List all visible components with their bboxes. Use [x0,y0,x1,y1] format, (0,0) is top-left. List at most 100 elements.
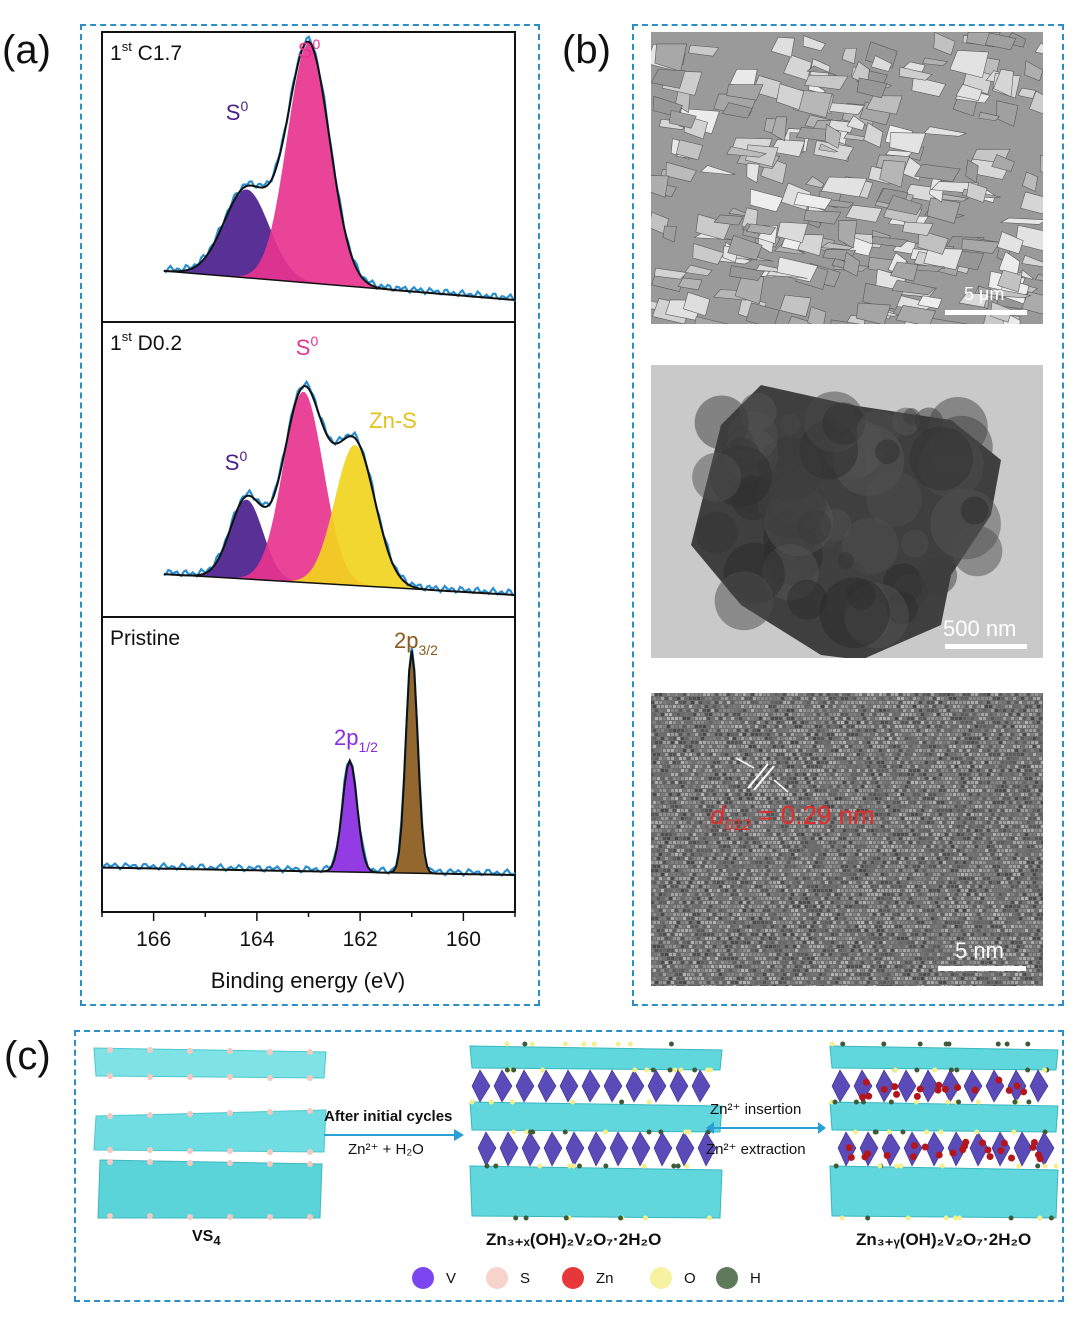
hrtem-lattice-dot [993,857,996,860]
hrtem-lattice-dot [871,797,874,800]
hrtem-lattice-dot [691,749,694,752]
hrtem-lattice-dot [1023,781,1026,784]
hrtem-lattice-dot [833,729,836,732]
hrtem-lattice-dot [793,833,796,836]
hrtem-lattice-dot [671,797,674,800]
hrtem-lattice-dot [823,733,826,736]
hrtem-lattice-dot [651,733,654,736]
hrtem-lattice-dot [963,781,966,784]
hrtem-lattice-dot [689,857,692,860]
hrtem-lattice-dot [729,833,732,836]
hrtem-lattice-dot [879,869,882,872]
hrtem-lattice-dot [779,693,782,696]
hrtem-lattice-dot [665,729,668,732]
hrtem-lattice-dot [741,825,744,828]
hrtem-lattice-dot [1027,821,1030,824]
hrtem-lattice-dot [819,725,822,728]
hrtem-lattice-dot [761,833,764,836]
hrtem-lattice-dot [861,705,864,708]
hrtem-lattice-dot [855,717,858,720]
hrtem-lattice-dot [997,705,1000,708]
hrtem-lattice-dot [659,693,662,696]
sem-flake [988,288,1032,299]
hrtem-lattice-dot [1033,793,1036,796]
hrtem-lattice-dot [963,757,966,760]
hrtem-lattice-dot [985,761,988,764]
hrtem-lattice-dot [973,713,976,716]
hrtem-lattice-dot [715,861,718,864]
hrtem-lattice-dot [875,813,878,816]
hrtem-lattice-dot [683,717,686,720]
hrtem-lattice-dot [971,765,974,768]
hrtem-lattice-dot [971,797,974,800]
hrtem-lattice-dot [1007,845,1010,848]
hrtem-lattice-dot [995,725,998,728]
hrtem-lattice-dot [829,729,832,732]
hrtem-lattice-dot [651,837,654,840]
hrtem-lattice-dot [903,701,906,704]
hrtem-lattice-dot [875,789,878,792]
hrtem-lattice-dot [811,789,814,792]
hrtem-lattice-dot [691,861,694,864]
hrtem-lattice-dot [813,785,816,788]
hrtem-lattice-dot [691,741,694,744]
hrtem-lattice-dot [861,817,864,820]
hrtem-lattice-dot [661,785,664,788]
hrtem-lattice-dot [799,869,802,872]
hrtem-lattice-dot [925,753,928,756]
hrtem-lattice-dot [699,725,702,728]
hrtem-lattice-dot [889,745,892,748]
hrtem-lattice-dot [801,785,804,788]
hrtem-lattice-dot [975,845,978,848]
hrtem-lattice-dot [997,761,1000,764]
hrtem-lattice-dot [667,877,670,880]
hrtem-lattice-dot [729,873,732,876]
hrtem-lattice-dot [855,821,858,824]
hrtem-lattice-dot [869,841,872,844]
hrtem-lattice-dot [865,865,868,868]
hrtem-lattice-dot [749,769,752,772]
hrtem-lattice-dot [987,829,990,832]
hrtem-lattice-dot [865,801,868,804]
hrtem-lattice-dot [1025,849,1028,852]
hrtem-lattice-dot [689,697,692,700]
hrtem-lattice-dot [747,813,750,816]
hrtem-lattice-dot [1013,785,1016,788]
hrtem-lattice-dot [921,801,924,804]
hrtem-lattice-dot [909,801,912,804]
hrtem-lattice-dot [685,793,688,796]
hrtem-lattice-dot [985,721,988,724]
hrtem-lattice-dot [851,709,854,712]
hrtem-lattice-dot [809,697,812,700]
hrtem-lattice-dot [961,809,964,812]
hrtem-lattice-dot [1007,757,1010,760]
hrtem-lattice-dot [797,865,800,868]
hrtem-lattice-dot [919,765,922,768]
hrtem-lattice-dot [809,825,812,828]
hrtem-lattice-dot [983,725,986,728]
hrtem-lattice-dot [993,873,996,876]
hrtem-lattice-dot [1039,861,1042,864]
hrtem-lattice-dot [819,877,822,880]
hrtem-lattice-dot [973,809,976,812]
hrtem-lattice-dot [755,693,758,696]
hrtem-lattice-dot [787,837,790,840]
hrtem-lattice-dot [681,745,684,748]
hrtem-lattice-dot [989,825,992,828]
hrtem-lattice-dot [809,777,812,780]
hrtem-lattice-dot [1037,849,1040,852]
hrtem-lattice-dot [877,849,880,852]
hrtem-lattice-dot [823,757,826,760]
hrtem-lattice-dot [715,725,718,728]
hrtem-lattice-dot [987,701,990,704]
hrtem-lattice-dot [691,821,694,824]
hrtem-lattice-dot [851,773,854,776]
hrtem-lattice-dot [689,721,692,724]
hrtem-lattice-dot [825,785,828,788]
hrtem-lattice-dot [707,845,710,848]
hrtem-lattice-dot [879,789,882,792]
hrtem-lattice-dot [939,789,942,792]
hrtem-lattice-dot [773,817,776,820]
hrtem-lattice-dot [769,825,772,828]
hrtem-lattice-dot [913,865,916,868]
